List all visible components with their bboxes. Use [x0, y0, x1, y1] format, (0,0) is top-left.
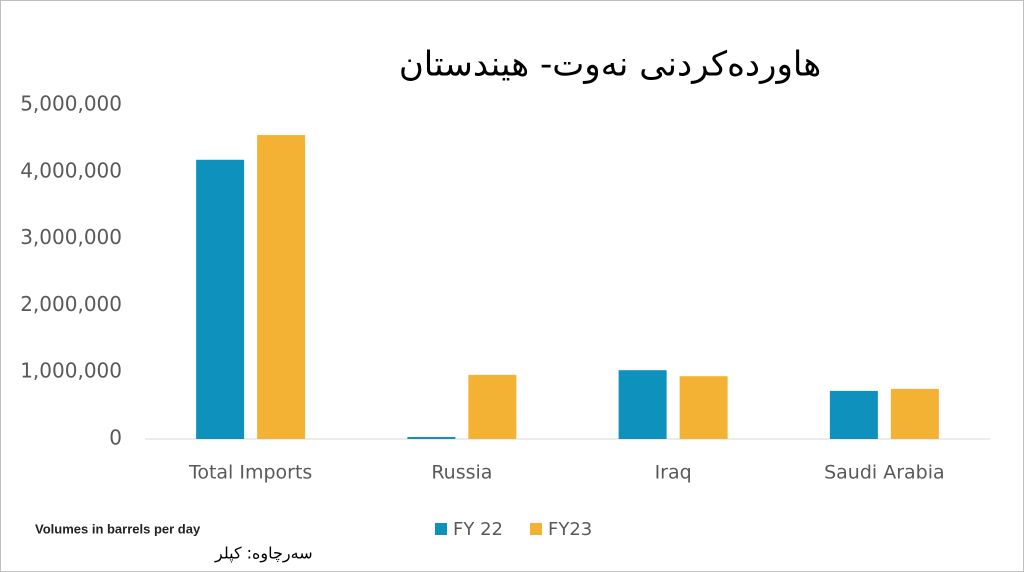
x-tick-label: Russia [431, 462, 492, 484]
bar [407, 436, 456, 439]
y-tick-label: 0 [109, 426, 122, 450]
legend-label: FY 22 [453, 519, 503, 540]
bar [890, 388, 939, 439]
y-tick-label: 3,000,000 [20, 225, 122, 249]
legend-swatch [435, 523, 447, 535]
x-tick-label: Iraq [655, 462, 692, 484]
bar [679, 376, 728, 439]
legend-swatch [530, 523, 542, 535]
chart-title: هاوردەکردنی نەوت- هیندستان [399, 45, 821, 85]
y-tick-label: 1,000,000 [20, 359, 122, 383]
bar [618, 370, 667, 439]
x-tick-label: Total Imports [188, 462, 312, 484]
bar [468, 374, 517, 439]
note: Volumes in barrels per day [35, 521, 201, 536]
y-tick-label: 2,000,000 [20, 292, 122, 316]
bar [196, 159, 245, 439]
source: سەرچاوە: کپلر [214, 544, 313, 564]
y-tick-label: 5,000,000 [20, 92, 122, 116]
bar [829, 390, 878, 439]
y-tick-label: 4,000,000 [20, 158, 122, 182]
bar [257, 135, 306, 439]
x-tick-label: Saudi Arabia [824, 462, 945, 484]
legend-label: FY23 [548, 519, 592, 540]
